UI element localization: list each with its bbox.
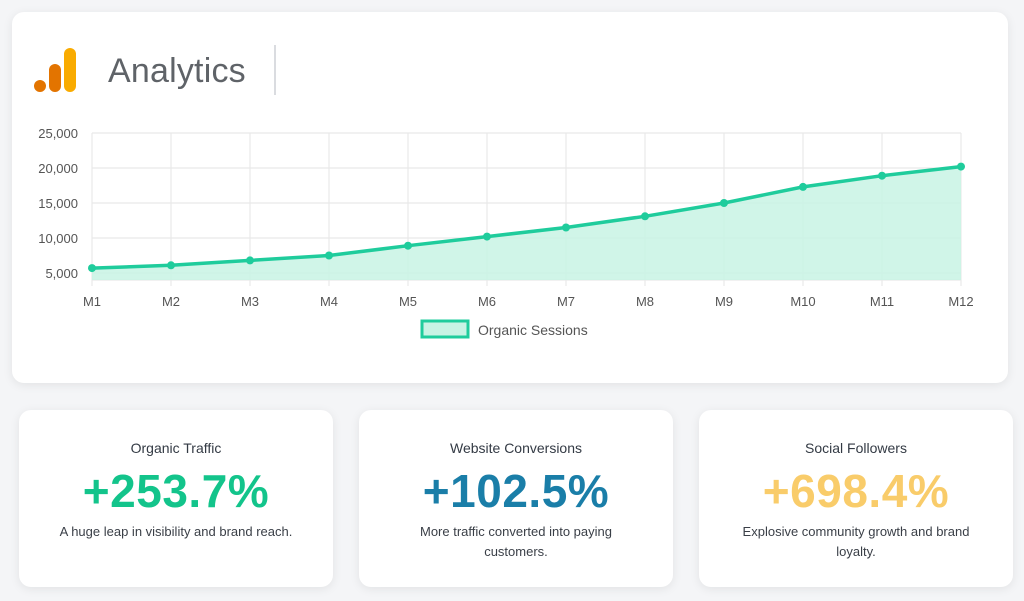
x-tick-label: M1 bbox=[83, 294, 101, 309]
x-tick-label: M7 bbox=[557, 294, 575, 309]
series-line bbox=[91, 164, 962, 270]
data-point bbox=[325, 251, 333, 260]
header-divider bbox=[274, 45, 276, 95]
x-tick-label: M4 bbox=[320, 294, 338, 309]
x-tick-label: M8 bbox=[636, 294, 654, 309]
data-point bbox=[88, 264, 96, 273]
stat-value: +102.5% bbox=[422, 465, 610, 517]
x-tick-label: M9 bbox=[715, 294, 733, 309]
data-point bbox=[641, 212, 649, 221]
analytics-logo-icon bbox=[34, 48, 76, 92]
stat-description: A huge leap in visibility and brand reac… bbox=[59, 524, 293, 539]
x-tick-label: M6 bbox=[478, 294, 496, 309]
stat-value: +698.4% bbox=[762, 465, 950, 517]
x-tick-label: M12 bbox=[948, 294, 973, 309]
data-point bbox=[720, 199, 728, 207]
stat-title: Social Followers bbox=[805, 440, 907, 456]
stat-card-website-conversions: Website Conversions +102.5% More traffic… bbox=[359, 410, 673, 587]
data-point bbox=[562, 223, 570, 232]
data-point bbox=[167, 261, 175, 270]
legend-label: Organic Sessions bbox=[478, 322, 588, 338]
stat-value: +253.7% bbox=[82, 465, 270, 517]
data-point bbox=[878, 171, 886, 180]
series-area-fill bbox=[92, 166, 961, 280]
stat-card-organic-traffic: Organic Traffic +253.7% A huge leap in v… bbox=[19, 410, 333, 587]
brand-title: Analytics bbox=[108, 52, 246, 90]
logo-dot bbox=[34, 80, 46, 92]
legend-swatch bbox=[420, 319, 470, 339]
x-tick-label: M5 bbox=[399, 294, 417, 309]
y-tick-label: 25,000 bbox=[38, 126, 78, 141]
logo-bar-large bbox=[64, 48, 76, 92]
y-tick-label: 10,000 bbox=[38, 231, 78, 246]
stat-card-social-followers: Social Followers +698.4% Explosive commu… bbox=[699, 410, 1013, 587]
data-point bbox=[957, 162, 965, 171]
y-tick-label: 5,000 bbox=[45, 266, 78, 281]
data-point bbox=[404, 241, 412, 250]
stat-title: Website Conversions bbox=[449, 440, 583, 456]
y-tick-label: 20,000 bbox=[38, 161, 78, 176]
analytics-chart-card: Analytics 5,000 10,000 15,000 20,000 25,000 M… bbox=[12, 12, 1008, 383]
organic-sessions-chart: 5,000 10,000 15,000 20,000 25,000 M1 M2 M3 M4 M5 M… bbox=[38, 126, 974, 339]
stat-title: Organic Traffic bbox=[130, 440, 222, 456]
y-tick-label: 15,000 bbox=[38, 196, 78, 211]
x-tick-label: M2 bbox=[162, 294, 180, 309]
data-point bbox=[799, 182, 807, 191]
stat-description: More traffic converted into paying custo… bbox=[420, 524, 612, 559]
data-point bbox=[483, 232, 491, 241]
x-tick-label: M11 bbox=[870, 294, 894, 309]
logo-bar-medium bbox=[49, 64, 61, 92]
stat-description: Explosive community growth and brand loy… bbox=[742, 524, 970, 559]
x-tick-label: M10 bbox=[790, 294, 815, 309]
data-point bbox=[246, 256, 254, 265]
x-tick-label: M3 bbox=[241, 294, 259, 309]
